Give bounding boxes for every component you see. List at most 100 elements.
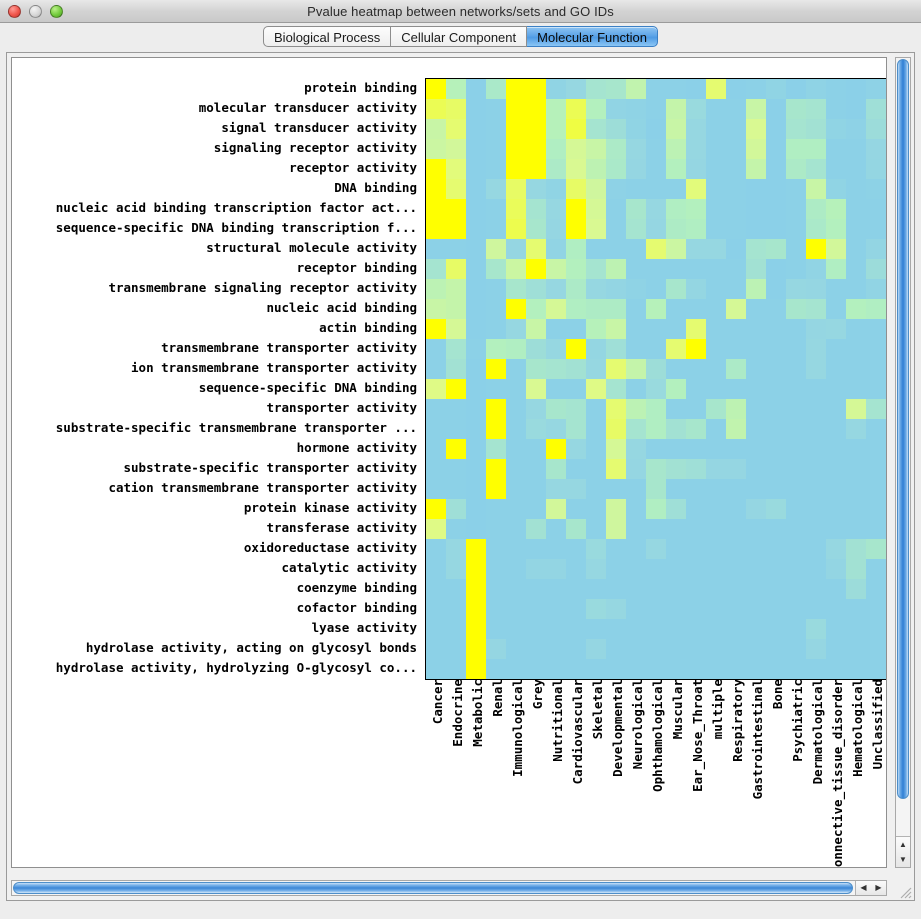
heatmap-cell[interactable]: [546, 619, 566, 639]
heatmap-cell[interactable]: [466, 539, 486, 559]
heatmap-cell[interactable]: [806, 619, 826, 639]
heatmap-cell[interactable]: [826, 239, 846, 259]
heatmap-cell[interactable]: [746, 499, 766, 519]
heatmap-cell[interactable]: [806, 119, 826, 139]
heatmap-cell[interactable]: [546, 159, 566, 179]
heatmap-cell[interactable]: [506, 79, 526, 99]
heatmap-cell[interactable]: [606, 419, 626, 439]
heatmap-cell[interactable]: [606, 119, 626, 139]
heatmap-cell[interactable]: [686, 559, 706, 579]
heatmap-cell[interactable]: [806, 639, 826, 659]
heatmap-cell[interactable]: [606, 459, 626, 479]
heatmap-cell[interactable]: [506, 579, 526, 599]
heatmap-cell[interactable]: [786, 419, 806, 439]
heatmap-cell[interactable]: [646, 379, 666, 399]
heatmap-cell[interactable]: [746, 419, 766, 439]
heatmap-cell[interactable]: [706, 419, 726, 439]
heatmap-cell[interactable]: [486, 199, 506, 219]
heatmap-cell[interactable]: [566, 439, 586, 459]
heatmap-cell[interactable]: [686, 119, 706, 139]
heatmap-cell[interactable]: [506, 379, 526, 399]
heatmap-cell[interactable]: [526, 579, 546, 599]
heatmap-cell[interactable]: [606, 299, 626, 319]
heatmap-cell[interactable]: [466, 479, 486, 499]
heatmap-cell[interactable]: [646, 419, 666, 439]
heatmap-cell[interactable]: [766, 619, 786, 639]
heatmap-cell[interactable]: [446, 119, 466, 139]
heatmap-cell[interactable]: [606, 479, 626, 499]
heatmap-cell[interactable]: [706, 399, 726, 419]
heatmap-cell[interactable]: [626, 579, 646, 599]
heatmap-cell[interactable]: [706, 259, 726, 279]
heatmap-cell[interactable]: [746, 239, 766, 259]
heatmap-cell[interactable]: [506, 339, 526, 359]
heatmap-cell[interactable]: [786, 499, 806, 519]
heatmap-cell[interactable]: [846, 399, 866, 419]
heatmap-cell[interactable]: [686, 339, 706, 359]
heatmap-cell[interactable]: [506, 219, 526, 239]
heatmap-cell[interactable]: [646, 479, 666, 499]
heatmap-cell[interactable]: [446, 519, 466, 539]
heatmap-cell[interactable]: [566, 379, 586, 399]
zoom-button[interactable]: [50, 4, 63, 18]
heatmap-cell[interactable]: [446, 399, 466, 419]
heatmap-cell[interactable]: [686, 319, 706, 339]
scroll-down-icon[interactable]: ▼: [899, 854, 907, 864]
heatmap-cell[interactable]: [686, 619, 706, 639]
heatmap-cell[interactable]: [546, 599, 566, 619]
heatmap-cell[interactable]: [726, 439, 746, 459]
heatmap-cell[interactable]: [646, 119, 666, 139]
heatmap-cell[interactable]: [686, 159, 706, 179]
heatmap-cell[interactable]: [566, 159, 586, 179]
scroll-left-icon[interactable]: ◀: [860, 883, 867, 892]
horizontal-scroll-thumb[interactable]: [13, 882, 853, 894]
heatmap-cell[interactable]: [826, 359, 846, 379]
heatmap-cell[interactable]: [726, 459, 746, 479]
heatmap-cell[interactable]: [586, 599, 606, 619]
heatmap-cell[interactable]: [806, 339, 826, 359]
heatmap-cell[interactable]: [726, 359, 746, 379]
heatmap-cell[interactable]: [426, 299, 446, 319]
heatmap-cell[interactable]: [446, 179, 466, 199]
heatmap-cell[interactable]: [846, 519, 866, 539]
heatmap-cell[interactable]: [766, 379, 786, 399]
heatmap-cell[interactable]: [606, 619, 626, 639]
heatmap-cell[interactable]: [666, 99, 686, 119]
heatmap-cell[interactable]: [646, 459, 666, 479]
heatmap-cell[interactable]: [646, 299, 666, 319]
heatmap-cell[interactable]: [446, 559, 466, 579]
heatmap-cell[interactable]: [486, 419, 506, 439]
heatmap-cell[interactable]: [606, 159, 626, 179]
heatmap-cell[interactable]: [466, 119, 486, 139]
heatmap-cell[interactable]: [506, 359, 526, 379]
heatmap-cell[interactable]: [866, 599, 886, 619]
heatmap-cell[interactable]: [486, 479, 506, 499]
heatmap-cell[interactable]: [726, 499, 746, 519]
heatmap-cell[interactable]: [746, 659, 766, 679]
heatmap-cell[interactable]: [706, 579, 726, 599]
heatmap-cell[interactable]: [646, 279, 666, 299]
heatmap-cell[interactable]: [726, 579, 746, 599]
heatmap-cell[interactable]: [746, 139, 766, 159]
heatmap-cell[interactable]: [866, 539, 886, 559]
heatmap-cell[interactable]: [806, 539, 826, 559]
heatmap-cell[interactable]: [686, 579, 706, 599]
heatmap-cell[interactable]: [846, 119, 866, 139]
heatmap-cell[interactable]: [806, 179, 826, 199]
heatmap-cell[interactable]: [686, 139, 706, 159]
heatmap-cell[interactable]: [506, 179, 526, 199]
heatmap-cell[interactable]: [826, 499, 846, 519]
heatmap-cell[interactable]: [766, 499, 786, 519]
heatmap-cell[interactable]: [666, 539, 686, 559]
heatmap-cell[interactable]: [806, 659, 826, 679]
heatmap-cell[interactable]: [826, 599, 846, 619]
heatmap-cell[interactable]: [846, 319, 866, 339]
heatmap-cell[interactable]: [466, 599, 486, 619]
heatmap-cell[interactable]: [526, 459, 546, 479]
heatmap-cell[interactable]: [586, 179, 606, 199]
heatmap-cell[interactable]: [686, 659, 706, 679]
heatmap-grid[interactable]: [425, 78, 886, 680]
heatmap-cell[interactable]: [466, 199, 486, 219]
heatmap-cell[interactable]: [546, 579, 566, 599]
heatmap-cell[interactable]: [826, 379, 846, 399]
